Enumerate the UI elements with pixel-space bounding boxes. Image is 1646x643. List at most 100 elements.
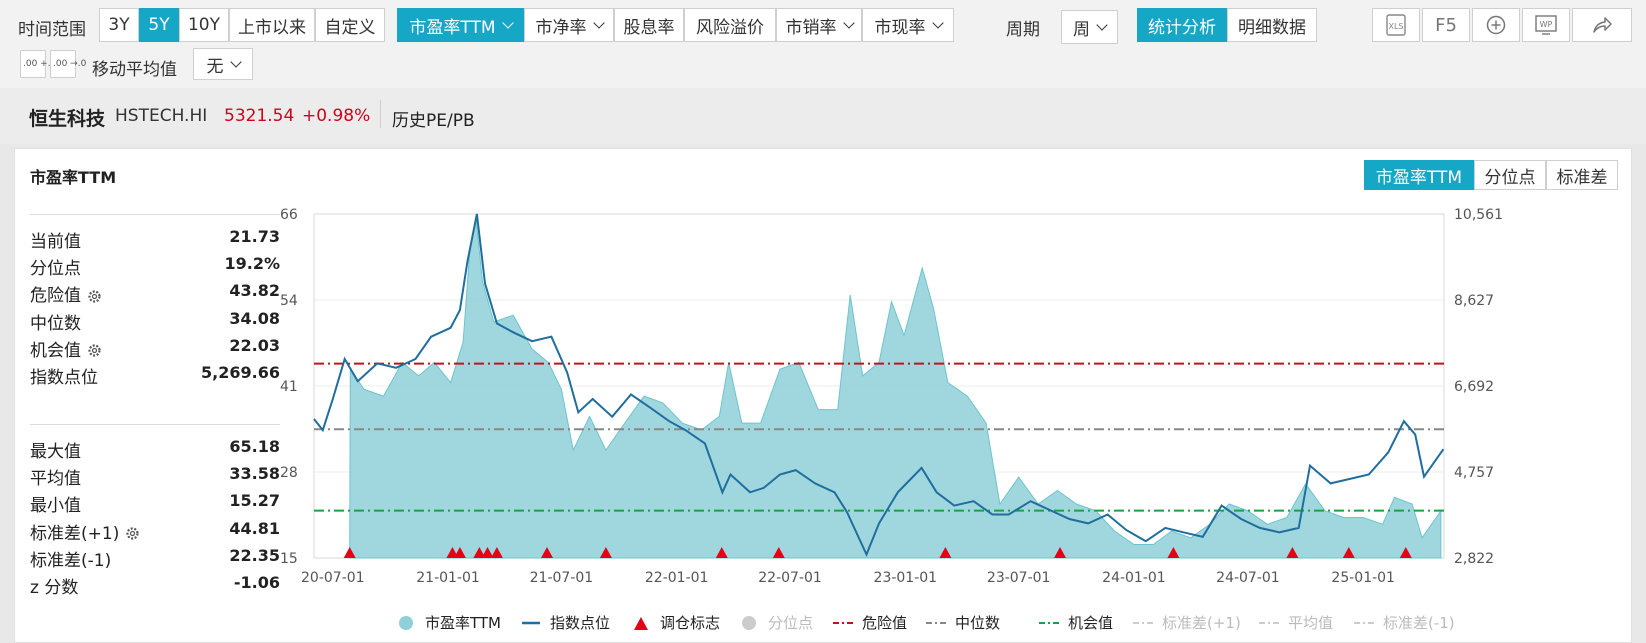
time-range-2[interactable]: 10Y [179, 8, 229, 42]
rebalance-marker [715, 547, 728, 558]
metric-button-2[interactable]: 股息率 [614, 8, 684, 42]
median-legend-icon [926, 621, 946, 624]
legend-label: 标准差(+1) [1162, 614, 1241, 632]
legend-item-index[interactable]: 指数点位 [520, 612, 610, 633]
add-button[interactable] [1472, 8, 1520, 42]
legend-label: 指数点位 [550, 614, 611, 632]
legend-item-std_minus[interactable]: 标准差(-1) [1353, 612, 1455, 633]
legend-item-std_plus[interactable]: 标准差(+1) [1132, 612, 1241, 633]
period-select-value: 周 [1073, 19, 1090, 40]
stat-value: 22.35 [229, 545, 280, 565]
x-tick-label: 22-01-01 [645, 570, 709, 586]
pe-chart: 66 54 41 28 15 10,561 8,627 6,692 4,757 2,822 20-0… [280, 207, 1503, 586]
share-button[interactable] [1572, 8, 1632, 42]
stat-label: 标准差(-1) [30, 546, 111, 571]
view-tab-1[interactable]: 明细数据 [1227, 8, 1317, 42]
legend-label: 市盈率TTM [425, 614, 502, 632]
std_plus-legend-icon [1133, 621, 1153, 624]
stat-row: 指数点位 5,269.66 [30, 363, 280, 389]
rebalance-marker [599, 547, 612, 558]
chevron-down-icon [592, 16, 605, 29]
stat-value: 33.58 [229, 464, 280, 484]
panel-title: 市盈率TTM [30, 168, 117, 187]
x-tick-label: 20-07-01 [301, 570, 365, 586]
legend-item-mean[interactable]: 平均值 [1258, 612, 1333, 633]
chevron-down-icon [931, 16, 944, 29]
index-name: 恒生科技 [29, 108, 106, 130]
metric-button-3[interactable]: 风险溢价 [684, 8, 776, 42]
period-label: 周期 [1006, 20, 1040, 40]
gear-icon[interactable] [87, 289, 102, 304]
stat-label: 中位数 [30, 309, 81, 334]
stat-label: 最小值 [30, 491, 81, 516]
stat-label: 危险值 [30, 281, 102, 306]
stat-value: 65.18 [229, 437, 280, 456]
gear-icon[interactable] [125, 526, 140, 541]
legend-item-median[interactable]: 中位数 [925, 612, 1000, 633]
moving-average-select[interactable]: 无 [193, 48, 253, 80]
stat-row: 标准差(+1) 44.81 [30, 519, 280, 545]
metric-button-5[interactable]: 市现率 [862, 8, 954, 42]
rebalance-marker [473, 547, 486, 558]
decimal-increase-button[interactable]: .00 +.0 [20, 50, 57, 78]
legend-item-rebalance[interactable]: 调仓标志 [630, 612, 720, 633]
stat-row: 标准差(-1) 22.35 [30, 546, 280, 572]
decimal-increase-icon: .00 +.0 [23, 59, 57, 69]
decimal-decrease-button[interactable]: .00 →.0 [50, 50, 86, 78]
period-select[interactable]: 周 [1061, 10, 1118, 44]
panel-tab-0[interactable]: 市盈率TTM [1364, 160, 1474, 190]
metric-button-1[interactable]: 市净率 [524, 8, 614, 42]
stat-label: z 分数 [30, 573, 78, 598]
gear-icon[interactable] [87, 343, 102, 358]
rebalance-marker [1342, 547, 1355, 558]
stat-label-text: 标准差(+1) [30, 523, 120, 544]
index-line-series [313, 213, 1445, 558]
rebalance-marker [490, 547, 503, 558]
x-tick-label: 22-07-01 [758, 570, 822, 586]
panel-tab-2[interactable]: 标准差 [1546, 160, 1618, 190]
wp-button[interactable]: WP [1522, 8, 1570, 42]
legend-item-opportunity[interactable]: 机会值 [1038, 612, 1113, 633]
stat-label: 当前值 [30, 227, 81, 252]
rebalance-marker [939, 547, 952, 558]
stat-label: 指数点位 [30, 363, 98, 388]
stat-value: -1.06 [233, 573, 280, 592]
stat-label-text: 平均值 [30, 469, 81, 490]
stat-value: 43.82 [229, 281, 280, 301]
legend-label: 机会值 [1068, 614, 1114, 632]
f5-button[interactable]: F5 [1422, 8, 1470, 42]
metric-label-2: 股息率 [623, 17, 675, 38]
title-bar: 恒生科技 HSTECH.HI 5321.54 +0.98% 历史PE/PB [0, 88, 1646, 144]
y-left-tick-label: 66 [280, 207, 298, 223]
time-range-1[interactable]: 5Y [139, 8, 179, 42]
y-right-tick-label: 8,627 [1454, 293, 1494, 309]
time-range-3[interactable]: 上市以来 [229, 8, 315, 42]
legend-label: 调仓标志 [660, 614, 721, 632]
stat-row: 分位点 19.2% [30, 254, 280, 280]
legend-item-percentile[interactable]: 分位点 [738, 612, 813, 633]
index-change: +0.98% [302, 106, 371, 126]
stat-value: 15.27 [229, 491, 280, 511]
y-left-tick-label: 28 [280, 465, 298, 481]
x-tick-label: 24-01-01 [1102, 570, 1166, 586]
rebalance-marker [446, 547, 459, 558]
xls-export-button[interactable]: XLS [1372, 8, 1420, 42]
stat-row: 当前值 21.73 [30, 227, 280, 253]
stat-value: 5,269.66 [201, 363, 280, 382]
legend-item-danger[interactable]: 危险值 [832, 612, 907, 633]
danger-legend-icon [833, 621, 853, 624]
time-range-4[interactable]: 自定义 [315, 8, 385, 42]
metric-button-0[interactable]: 市盈率TTM [397, 8, 524, 42]
metric-button-4[interactable]: 市销率 [776, 8, 862, 42]
legend-item-pe[interactable]: 市盈率TTM [395, 612, 501, 633]
stat-label-text: 危险值 [30, 286, 81, 307]
index-legend-icon [522, 621, 540, 624]
stat-label-text: 当前值 [30, 232, 81, 252]
panel-tab-1[interactable]: 分位点 [1474, 160, 1546, 190]
stat-label: 机会值 [30, 336, 102, 361]
time-range-0[interactable]: 3Y [99, 8, 139, 42]
stat-row: 机会值 22.03 [30, 336, 280, 362]
stat-label-text: 指数点位 [30, 368, 98, 388]
panel-tab-label-2: 标准差 [1556, 167, 1608, 188]
view-tab-0[interactable]: 统计分析 [1137, 8, 1227, 42]
